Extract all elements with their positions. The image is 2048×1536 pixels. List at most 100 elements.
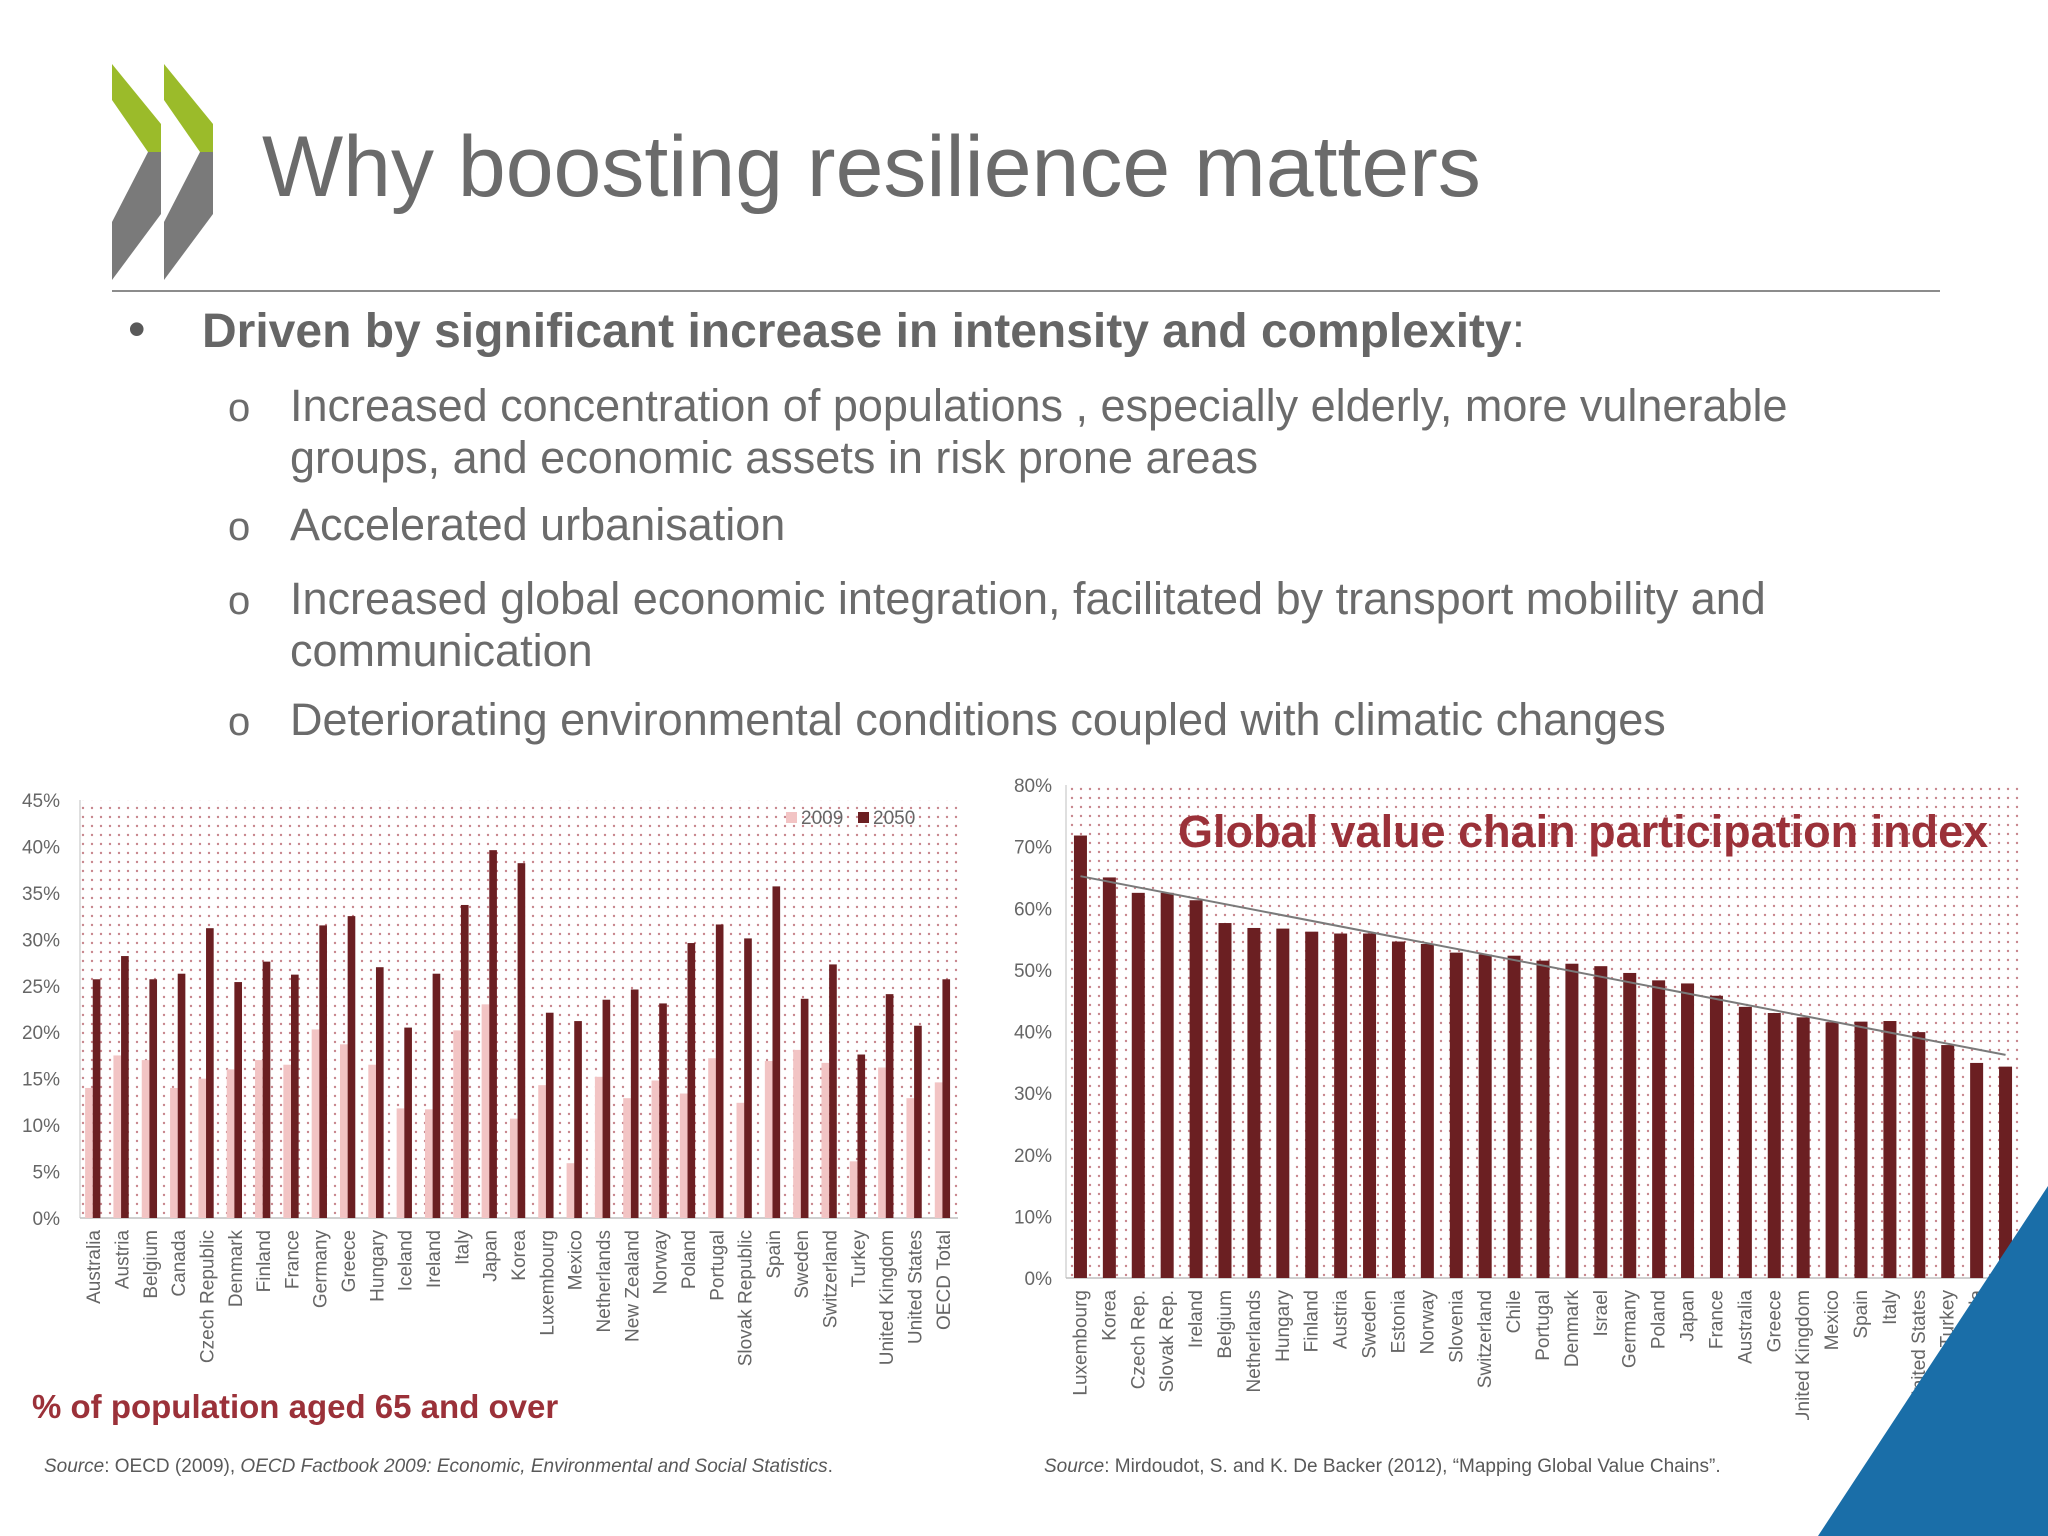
bar-2009	[679, 1093, 688, 1218]
x-category-label: Luxembourg	[1070, 1290, 1091, 1396]
x-category-label: Australia	[1735, 1290, 1756, 1364]
bar-2009	[623, 1098, 631, 1218]
source-left-post: .	[827, 1456, 833, 1477]
bar-2009	[85, 1087, 93, 1218]
x-category-label: Korea	[1099, 1290, 1120, 1341]
bar-2050	[489, 850, 497, 1218]
bar-2050	[234, 982, 243, 1218]
sub-bullet-marker: o	[228, 386, 251, 430]
bar-gvc	[1825, 1022, 1839, 1278]
x-category-label: Germany	[311, 1230, 332, 1309]
x-category-label: Norway	[1417, 1290, 1438, 1355]
x-category-label: New Zealand	[622, 1230, 643, 1342]
legend-label-2050: 2050	[873, 808, 915, 829]
bar-gvc	[1912, 1032, 1926, 1278]
y-tick-label: 40%	[1014, 1023, 1052, 1044]
x-category-label: Finland	[1302, 1290, 1323, 1352]
x-category-label: OECD Total	[934, 1230, 955, 1330]
logo-chevron-green-left	[112, 64, 161, 152]
bullet-marker: •	[128, 301, 146, 357]
x-category-label: Hungary	[367, 1230, 388, 1302]
bar-2050	[545, 1012, 554, 1218]
bar-2009	[821, 1062, 830, 1218]
main-bullet-text: Driven by significant increase in intens…	[202, 304, 1525, 359]
bar-gvc	[1941, 1045, 1955, 1278]
x-category-label: Sweden	[1360, 1290, 1381, 1359]
sub-bullet-marker: o	[228, 700, 251, 744]
sub-bullet-text: Increased global economic integration, f…	[290, 573, 1766, 676]
x-category-label: Poland	[1649, 1290, 1670, 1349]
x-category-label: France	[1706, 1290, 1727, 1349]
bar-2009	[113, 1055, 122, 1218]
bar-gvc	[1999, 1066, 2013, 1278]
bar-gvc	[1334, 933, 1348, 1278]
bar-2009	[311, 1029, 320, 1218]
bar-2009	[736, 1102, 745, 1218]
x-category-label: France	[282, 1230, 303, 1289]
legend-swatch-2050	[858, 812, 869, 823]
bar-2050	[262, 961, 271, 1218]
x-category-label: Netherlands	[594, 1230, 615, 1332]
y-tick-label: 15%	[22, 1070, 60, 1091]
bar-2050	[659, 1003, 667, 1218]
bar-2050	[177, 973, 186, 1218]
main-bullet-colon: :	[1511, 305, 1526, 358]
bar-2050	[574, 1021, 582, 1218]
bar-2050	[121, 956, 129, 1218]
y-tick-label: 10%	[22, 1116, 60, 1137]
bar-2009	[368, 1064, 376, 1218]
bar-2050	[347, 916, 356, 1218]
x-category-label: Slovak Rep.	[1157, 1290, 1178, 1392]
x-category-label: Japan	[1678, 1290, 1699, 1342]
bar-gvc	[1363, 933, 1377, 1278]
x-category-label: Czech Rep.	[1128, 1290, 1149, 1389]
bar-2050	[291, 974, 299, 1218]
bar-gvc	[1652, 980, 1666, 1278]
x-category-label: Greece	[339, 1230, 360, 1292]
sub-bullet-text: Accelerated urbanisation	[290, 499, 786, 550]
bar-2050	[92, 979, 101, 1218]
x-category-label: Greece	[1764, 1290, 1785, 1352]
bar-gvc	[1883, 1021, 1897, 1278]
y-tick-label: 5%	[33, 1163, 61, 1184]
y-tick-label: 25%	[22, 977, 60, 998]
trendline	[1080, 875, 2006, 1056]
y-tick-label: 20%	[22, 1023, 60, 1044]
bar-2009	[453, 1030, 461, 1218]
bar-2009	[170, 1087, 178, 1218]
bar-2050	[942, 979, 951, 1218]
bar-gvc	[1796, 1017, 1810, 1278]
x-category-label: Turkey	[849, 1230, 870, 1288]
sub-bullet-text: Deteriorating environmental conditions c…	[290, 694, 1666, 745]
x-category-label: Estonia	[1388, 1290, 1409, 1354]
y-tick-label: 30%	[1014, 1084, 1052, 1105]
y-tick-label: 0%	[33, 1209, 61, 1230]
bar-2050	[149, 979, 158, 1218]
bar-gvc	[1218, 923, 1232, 1278]
bar-2009	[793, 1049, 801, 1218]
x-category-label: Luxembourg	[537, 1230, 558, 1336]
source-right-text: : Mirdoudot, S. and K. De Backer (2012),…	[1104, 1456, 1721, 1477]
x-category-label: Austria	[1331, 1290, 1352, 1350]
x-category-label: Japan	[481, 1230, 502, 1282]
bar-gvc	[1305, 931, 1319, 1278]
y-tick-label: 35%	[22, 884, 60, 905]
bar-gvc	[1449, 952, 1463, 1278]
bar-gvc	[1276, 928, 1290, 1278]
bar-2050	[517, 863, 526, 1218]
corner-decoration-triangle	[1818, 1186, 2048, 1536]
x-category-label: Australia	[84, 1230, 105, 1304]
x-category-label: Portugal	[1533, 1290, 1554, 1361]
bar-2009	[906, 1098, 915, 1218]
bar-2050	[602, 999, 611, 1218]
x-category-label: Mexico	[566, 1230, 587, 1290]
source-label: Source	[44, 1456, 105, 1477]
bar-gvc	[1391, 941, 1405, 1278]
source-left-italic: OECD Factbook 2009: Economic, Environmen…	[240, 1456, 828, 1477]
bar-gvc	[1536, 960, 1550, 1278]
y-tick-label: 30%	[22, 930, 60, 951]
x-category-label: Spain	[1851, 1290, 1872, 1339]
bar-2009	[198, 1078, 207, 1218]
x-category-label: Netherlands	[1244, 1290, 1265, 1392]
bar-gvc	[1478, 954, 1492, 1278]
